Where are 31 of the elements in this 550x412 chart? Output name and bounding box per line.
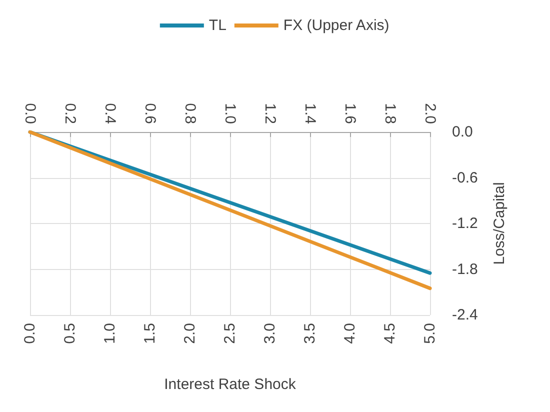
legend-label: TL bbox=[208, 17, 226, 34]
x-tick-label: 2.5 bbox=[222, 323, 238, 344]
x-tick-label: 4.0 bbox=[342, 323, 358, 344]
x-tick-label: 1.5 bbox=[142, 323, 158, 344]
y-tick-label: -1.2 bbox=[452, 215, 478, 232]
x-tick-label: 4.5 bbox=[382, 323, 398, 344]
x2-tick-label: 1.8 bbox=[382, 103, 398, 124]
x2-tick-label: 2.0 bbox=[422, 103, 438, 124]
x2-tick-label: 1.0 bbox=[222, 103, 238, 124]
y-axis-title: Loss/Capital bbox=[491, 182, 508, 265]
y-tick-label: 0.0 bbox=[452, 124, 473, 140]
x-tick-label: 2.0 bbox=[182, 323, 198, 344]
x2-tick-label: 1.4 bbox=[302, 103, 318, 124]
x2-tick-label: 0.6 bbox=[142, 103, 158, 124]
x2-tick-label: 1.6 bbox=[342, 103, 358, 124]
x2-tick-label: 0.8 bbox=[182, 103, 198, 124]
x2-tick-label: 1.2 bbox=[262, 103, 278, 124]
y-tick-label: -2.4 bbox=[452, 306, 478, 324]
y-tick-label: -1.8 bbox=[452, 260, 478, 278]
legend-label: FX (Upper Axis) bbox=[283, 17, 390, 34]
x2-tick-label: 0.0 bbox=[22, 103, 38, 124]
x-axis-title: Interest Rate Shock bbox=[164, 376, 296, 393]
x-tick-label: 3.0 bbox=[262, 323, 278, 344]
x-tick-label: 5.0 bbox=[422, 323, 438, 344]
x2-tick-label: 0.2 bbox=[62, 103, 78, 124]
x-tick-label: 1.0 bbox=[102, 323, 118, 344]
x-tick-label: 0.5 bbox=[62, 323, 78, 344]
x2-tick-label: 0.4 bbox=[102, 103, 118, 124]
x-tick-label: 3.5 bbox=[302, 323, 318, 344]
y-tick-label: -0.6 bbox=[452, 169, 478, 186]
x-tick-label: 0.0 bbox=[22, 323, 38, 344]
